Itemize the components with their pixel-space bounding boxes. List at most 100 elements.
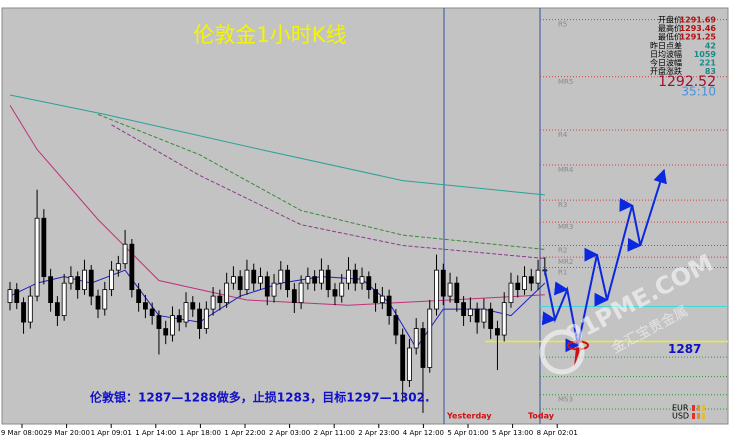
candle-body: [129, 243, 135, 291]
candle-body: [217, 295, 223, 304]
info-label: 昨日点差: [650, 40, 682, 50]
level-label: MR3: [558, 223, 573, 231]
x-tick-label: 1 Apr 22:00: [224, 429, 265, 437]
candle-body: [325, 269, 331, 291]
candle-body: [420, 328, 426, 368]
level-label: R5: [558, 21, 567, 29]
forecast-path: [541, 168, 667, 353]
target-arrow: [574, 347, 582, 368]
candle-body: [501, 302, 507, 336]
candle-body: [176, 315, 182, 323]
support-label: 1287: [668, 342, 701, 356]
moving-average: [111, 124, 545, 259]
candle-body: [379, 295, 385, 304]
candle-body: [41, 217, 47, 278]
candle-body: [82, 269, 87, 291]
x-tick-label: 1 Apr 18:00: [180, 429, 221, 437]
x-tick-label: 1 Apr 14:00: [135, 429, 176, 437]
level-label: MR4: [558, 166, 574, 174]
currency-bars: [692, 405, 705, 419]
candle-body: [291, 289, 297, 304]
candle-body: [535, 269, 541, 284]
candle-body: [197, 308, 202, 329]
candle-body: [27, 295, 33, 323]
candle-body: [88, 269, 94, 297]
candle-body: [136, 289, 142, 304]
x-tick-label: 2 Apr 03:00: [269, 429, 310, 437]
candle-body: [142, 302, 148, 310]
candle-body: [7, 289, 13, 304]
candle-body: [190, 302, 196, 310]
level-label: R4: [558, 131, 568, 139]
annotation: 伦敦银：1287—1288做多，止损1283，目标1297—1302.: [90, 390, 430, 405]
level-label: R2: [558, 246, 567, 254]
candle-body: [332, 289, 338, 297]
candle-body: [21, 302, 26, 323]
candle-body: [319, 269, 324, 284]
candle-body: [244, 269, 250, 291]
level-label: R3: [558, 201, 567, 209]
info-value: 42: [705, 41, 716, 50]
candle-body: [278, 269, 284, 284]
today-label: Today: [528, 412, 555, 421]
x-tick-label: 29 Mar 20:00: [43, 429, 90, 437]
moving-average: [97, 113, 545, 250]
candle-body: [305, 276, 311, 284]
candle-body: [115, 263, 121, 271]
candle-body: [48, 276, 54, 304]
candle-body: [393, 315, 399, 336]
candle-body: [434, 269, 439, 310]
info-value: 83: [705, 67, 716, 76]
candle-body: [264, 276, 270, 297]
candle-body: [352, 269, 358, 284]
candle-body: [413, 328, 419, 349]
info-label: 最低价: [658, 32, 682, 42]
candle-body: [203, 308, 209, 329]
candle-body: [75, 276, 81, 291]
x-tick-label: 9 Mar 08:00: [1, 429, 43, 437]
candle-body: [68, 276, 74, 284]
plot-bg: [1, 7, 729, 425]
candle-body: [298, 282, 304, 304]
candle-body: [54, 302, 60, 316]
info-value: 1291.69: [680, 16, 717, 25]
candle-body: [339, 282, 345, 297]
candle-body: [237, 276, 243, 291]
candle-body: [386, 295, 392, 316]
candle-body: [440, 269, 446, 297]
x-tick-label: 4 Apr 12:00: [403, 429, 444, 437]
info-value: 1293.46: [680, 24, 717, 33]
candle-body: [447, 282, 453, 297]
moving-average: [9, 105, 545, 306]
currency-label: USD: [672, 412, 689, 421]
info-value: 1059: [694, 50, 717, 59]
candle-body: [258, 276, 263, 284]
watermark-logo: [539, 329, 585, 375]
candle-body: [454, 282, 460, 304]
candle-body: [61, 282, 67, 316]
info-label: 开盘涨跌: [650, 66, 682, 76]
candle-body: [495, 328, 500, 336]
candle-body: [95, 295, 101, 310]
candle-body: [231, 276, 236, 284]
candle-body: [271, 282, 277, 297]
level-label: MR2: [558, 258, 573, 266]
candle-body: [170, 315, 175, 336]
candle-body: [515, 282, 521, 291]
candle-body: [109, 269, 114, 291]
candle-body: [400, 334, 406, 381]
info-label: 日均波幅: [650, 49, 682, 59]
x-tick-label: 5 Apr 01:00: [447, 429, 488, 437]
candle-body: [366, 276, 372, 291]
x-tick-label: 1 Apr 09:01: [91, 429, 132, 437]
candle-body: [346, 269, 351, 284]
info-label: 开盘价: [658, 15, 682, 25]
x-tick-label: 8 Apr 02:01: [537, 429, 578, 437]
candle-body: [122, 243, 128, 265]
candle-body: [461, 302, 466, 316]
x-tick-label: 2 Apr 23:00: [358, 429, 399, 437]
candle-body: [102, 289, 108, 310]
candle-body: [522, 276, 527, 291]
candle-body: [14, 289, 20, 304]
